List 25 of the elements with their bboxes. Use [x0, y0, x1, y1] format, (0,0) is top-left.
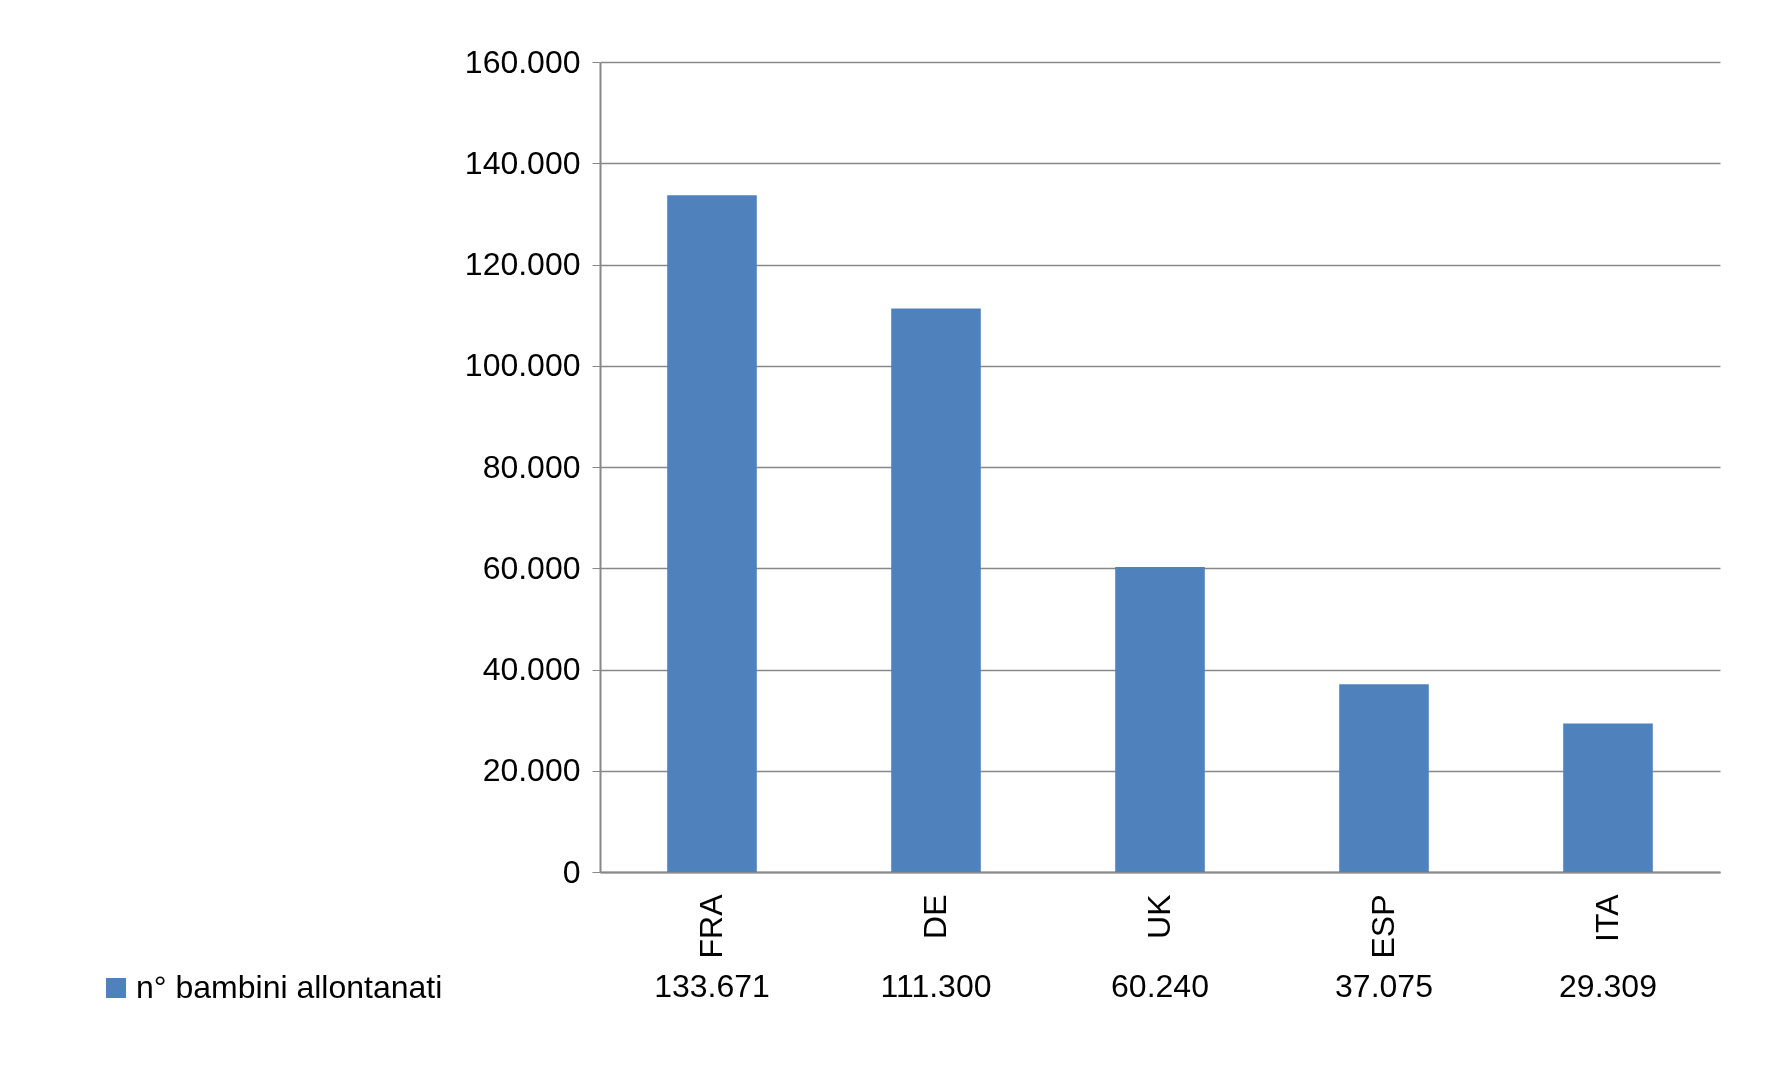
y-tick-label: 40.000	[482, 651, 581, 687]
x-tick-label: ITA	[1589, 893, 1625, 942]
bar	[667, 195, 757, 872]
data-label: 29.309	[1559, 968, 1657, 1004]
bar	[1339, 684, 1429, 872]
y-tick-label: 80.000	[482, 448, 581, 485]
y-tick-label: 140.000	[464, 144, 581, 181]
y-tick-label: 60.000	[482, 549, 581, 586]
legend-label: n° bambini allontanati	[136, 969, 443, 1005]
y-tick-label: 20.000	[482, 752, 581, 789]
x-tick-label: UK	[1141, 894, 1177, 939]
y-tick-label: 0	[562, 853, 581, 890]
x-tick-label: DE	[917, 894, 953, 939]
data-label: 133.671	[654, 968, 770, 1004]
data-label: 60.240	[1111, 968, 1209, 1004]
data-label: 111.300	[880, 968, 992, 1004]
y-tick-label: 100.000	[464, 347, 581, 384]
bar	[1115, 567, 1205, 872]
y-tick-label: 120.000	[464, 246, 581, 282]
bar	[1563, 723, 1653, 872]
data-label: 37.075	[1335, 968, 1433, 1004]
y-tick-label: 160.000	[464, 43, 581, 80]
x-tick-label: FRA	[693, 893, 729, 959]
bar	[891, 308, 981, 872]
x-tick-label: ESP	[1365, 894, 1401, 959]
